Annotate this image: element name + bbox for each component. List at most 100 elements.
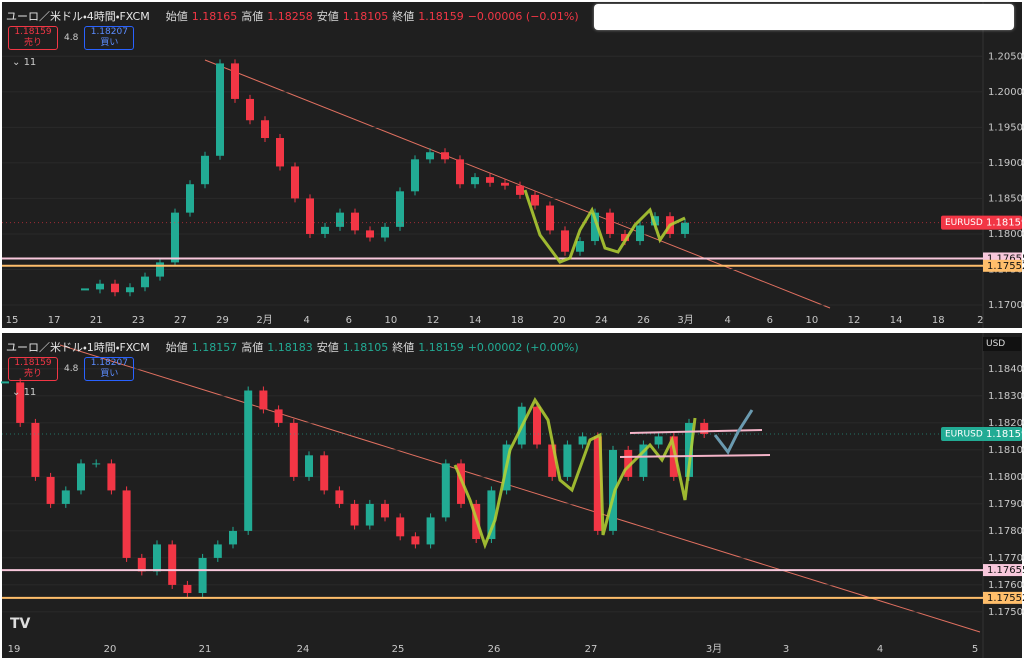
price: 1.18159 xyxy=(14,27,52,37)
count: 11 xyxy=(23,387,37,398)
candle xyxy=(96,283,104,290)
buy-button[interactable]: 1.18207 買い xyxy=(84,26,135,50)
price-label: 1.18159 xyxy=(986,429,1024,440)
y-tick-label: 1.18000 xyxy=(988,229,1024,240)
value: 1.18183 xyxy=(267,340,313,354)
price: 1.18207 xyxy=(90,27,128,37)
candle xyxy=(201,155,209,185)
x-tick-label: 12 xyxy=(848,315,861,326)
candle xyxy=(546,205,554,231)
price: 1.18159 xyxy=(14,358,52,368)
x-tick-label: 15 xyxy=(6,315,19,326)
level-label: 1.17655 xyxy=(987,253,1024,264)
candle xyxy=(561,230,569,252)
indicators[interactable]: ⌄ 11 xyxy=(12,387,37,398)
drawing xyxy=(523,189,686,264)
candle xyxy=(548,444,557,477)
level-tag xyxy=(983,259,1022,272)
x-tick-label: 14 xyxy=(469,315,482,326)
candle xyxy=(31,422,40,477)
x-tick-label: 2 xyxy=(977,315,983,326)
label: 始値 xyxy=(165,341,188,354)
candle xyxy=(593,436,602,531)
candle xyxy=(168,544,177,585)
drawing xyxy=(453,396,697,550)
label: 高値 xyxy=(241,10,264,23)
drawing-toolbar[interactable] xyxy=(594,4,1014,30)
candle xyxy=(229,530,237,545)
candle xyxy=(411,159,419,192)
candle xyxy=(426,517,435,545)
candle xyxy=(639,444,648,477)
candle xyxy=(183,584,192,594)
candle xyxy=(533,406,541,445)
value: 1.18105 xyxy=(342,9,389,23)
x-tick-label: 2月 xyxy=(256,314,272,326)
x-tick-label: 3月 xyxy=(677,314,693,326)
candle xyxy=(306,198,314,234)
x-tick-label: 4 xyxy=(725,315,731,326)
label: 終値 xyxy=(392,341,415,354)
value: 1.18159 xyxy=(418,340,464,354)
change: +0.00002 (+0.00%) xyxy=(467,340,579,354)
candle xyxy=(457,463,465,504)
x-tick-label: 3 xyxy=(783,644,789,655)
sell-button[interactable]: 1.18159 売り xyxy=(8,26,58,50)
y-tick-label: 1.17900 xyxy=(988,499,1024,510)
candle xyxy=(365,503,374,526)
candle xyxy=(259,390,268,410)
price-label: 1.18159 xyxy=(986,218,1024,229)
price-tag xyxy=(941,215,1022,230)
trade-buttons: 1.18159 売り 4.8 1.18207 買い xyxy=(8,357,135,381)
y-tick-label: 1.17600 xyxy=(988,580,1024,591)
candle xyxy=(578,436,587,445)
x-tick-label: 24 xyxy=(297,644,310,655)
x-tick-label: 6 xyxy=(346,315,352,326)
sell-button[interactable]: 1.18159 売り xyxy=(8,357,58,381)
level-label: 1.17552 xyxy=(987,261,1024,272)
trend-line xyxy=(59,344,981,633)
bottom-panel xyxy=(2,333,1022,658)
candle xyxy=(77,463,85,491)
top-header: ユーロ／米ドル・4時間・FXCM 始値 1.18165 高値 1.18258 安値 1… xyxy=(6,8,579,24)
x-tick-label: 27 xyxy=(174,315,187,326)
y-tick-label: 1.17800 xyxy=(988,526,1024,537)
level-label: 1.17552 xyxy=(987,593,1024,604)
candle xyxy=(350,503,359,526)
candle xyxy=(335,490,344,504)
count: 11 xyxy=(23,57,37,68)
candle xyxy=(244,390,253,531)
y-tick-label: 1.20500 xyxy=(988,51,1024,62)
y-tick-label: 1.19500 xyxy=(988,122,1024,133)
x-tick-label: 20 xyxy=(553,315,566,326)
y-tick-label: 1.17700 xyxy=(988,553,1024,564)
price-symbol: EURUSD xyxy=(945,429,983,439)
x-tick-label: 3月 xyxy=(706,643,722,655)
label: 安値 xyxy=(316,341,339,354)
candle xyxy=(122,490,131,558)
candle xyxy=(700,422,709,434)
drawing xyxy=(713,409,754,455)
currency-select[interactable]: USD xyxy=(983,337,1021,351)
candle xyxy=(411,536,420,545)
buy-button[interactable]: 1.18207 買い xyxy=(84,357,135,381)
candle xyxy=(486,177,494,183)
candle xyxy=(291,166,299,199)
candle xyxy=(426,152,434,160)
indicators[interactable]: ⌄ 11 xyxy=(12,57,37,68)
x-tick-label: 6 xyxy=(767,315,773,326)
x-tick-label: 18 xyxy=(511,315,524,326)
candle xyxy=(366,230,374,238)
candle xyxy=(441,463,450,518)
label: 買い xyxy=(100,369,119,379)
candle xyxy=(246,98,254,121)
candle xyxy=(261,120,269,139)
y-tick-label: 1.18100 xyxy=(988,445,1024,456)
candle xyxy=(107,463,116,491)
candle xyxy=(1,381,9,384)
price-tag xyxy=(941,426,1022,441)
label: 終値 xyxy=(392,10,415,23)
label: 売り xyxy=(23,38,42,48)
